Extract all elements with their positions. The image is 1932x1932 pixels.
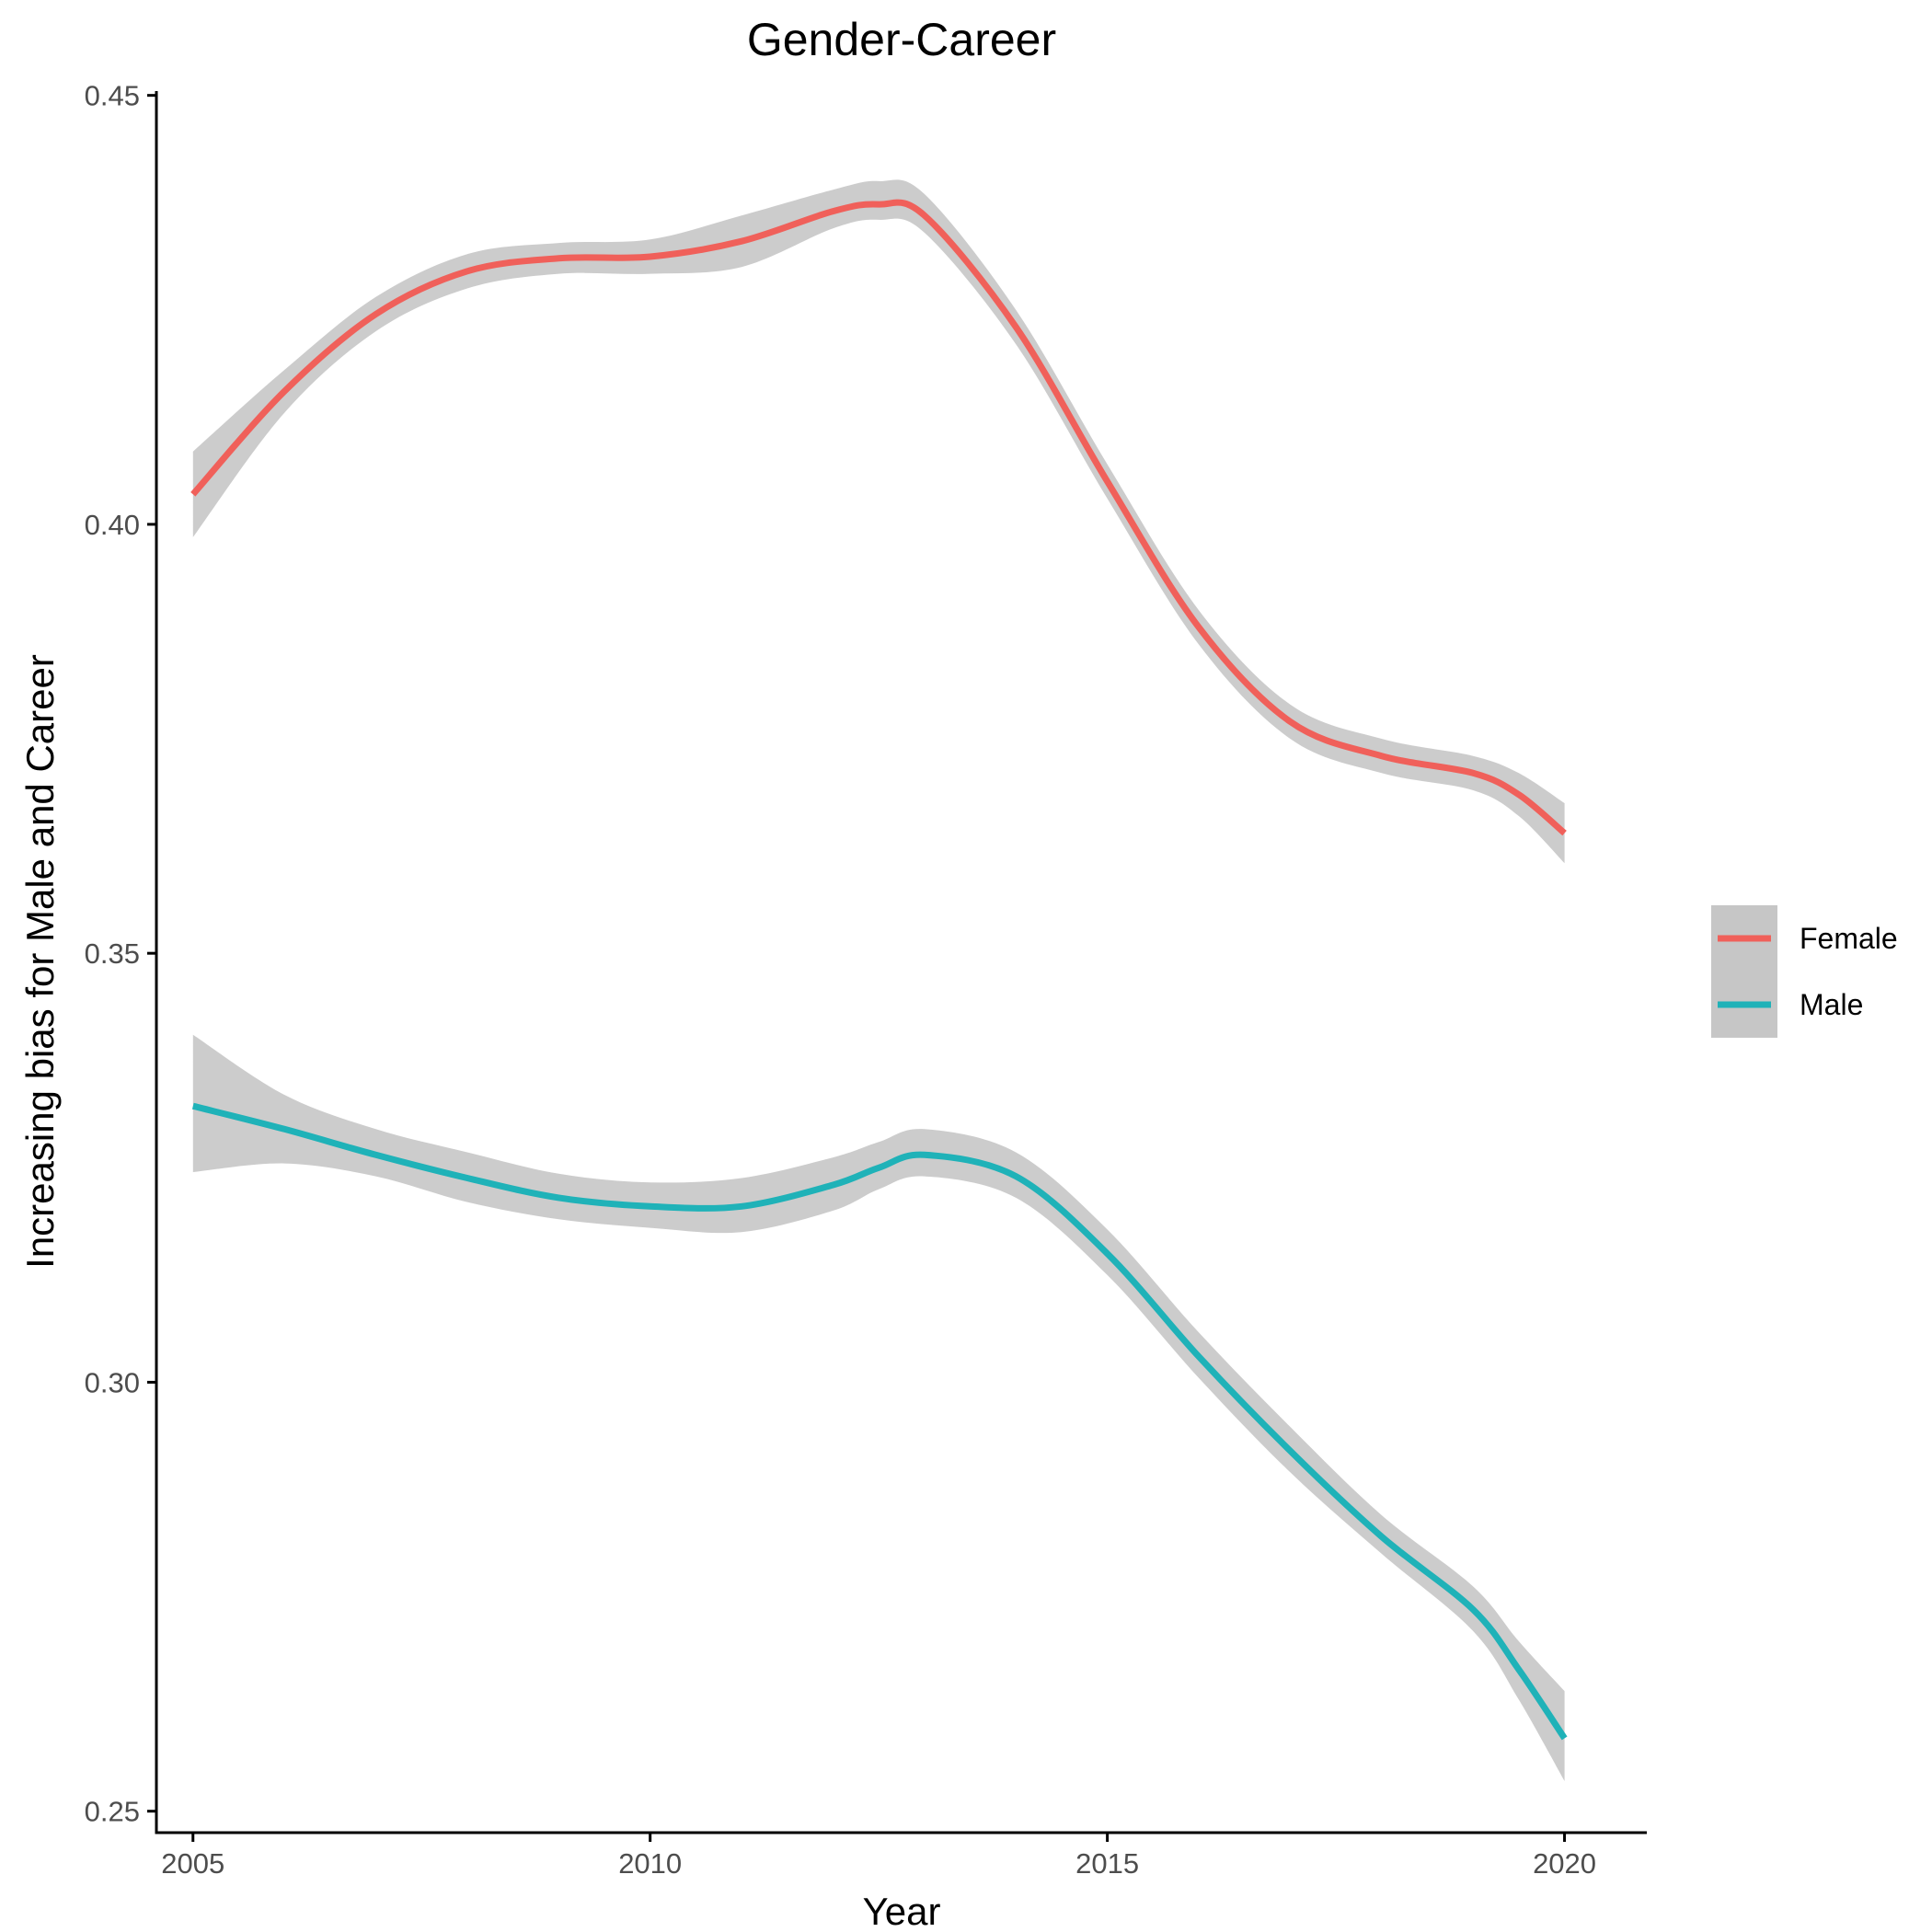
y-tick-label: 0.30 [85, 1366, 140, 1398]
y-ticks: 0.25 0.30 0.35 0.40 0.45 [85, 80, 156, 1828]
legend-label-male: Male [1800, 988, 1863, 1021]
y-tick-label: 0.40 [85, 509, 140, 541]
confidence-band-female [192, 179, 1565, 864]
x-tick-label: 2015 [1075, 1847, 1139, 1880]
series-line-female [190, 199, 1567, 836]
x-ticks: 2005 2010 2015 2020 [161, 1833, 1596, 1880]
axes [155, 91, 1647, 1834]
y-tick-label: 0.35 [85, 937, 140, 970]
y-tick-label: 0.25 [85, 1796, 140, 1828]
legend: Female Male [1711, 905, 1898, 1038]
y-axis-title: Increasing bias for Male and Career [18, 654, 62, 1269]
x-tick-label: 2010 [618, 1847, 682, 1880]
x-tick-label: 2005 [161, 1847, 224, 1880]
series-lines [190, 199, 1568, 1741]
legend-label-female: Female [1800, 922, 1898, 955]
confidence-bands [192, 179, 1565, 1781]
x-axis-title: Year [863, 1890, 941, 1932]
chart-title: Gender-Career [747, 14, 1056, 65]
confidence-band-male [192, 1034, 1565, 1781]
x-tick-label: 2020 [1533, 1847, 1596, 1880]
series-line-male [191, 1102, 1568, 1741]
y-tick-label: 0.45 [85, 80, 140, 112]
